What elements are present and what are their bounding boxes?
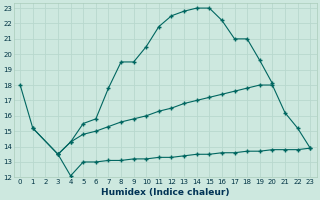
X-axis label: Humidex (Indice chaleur): Humidex (Indice chaleur) [101,188,229,197]
